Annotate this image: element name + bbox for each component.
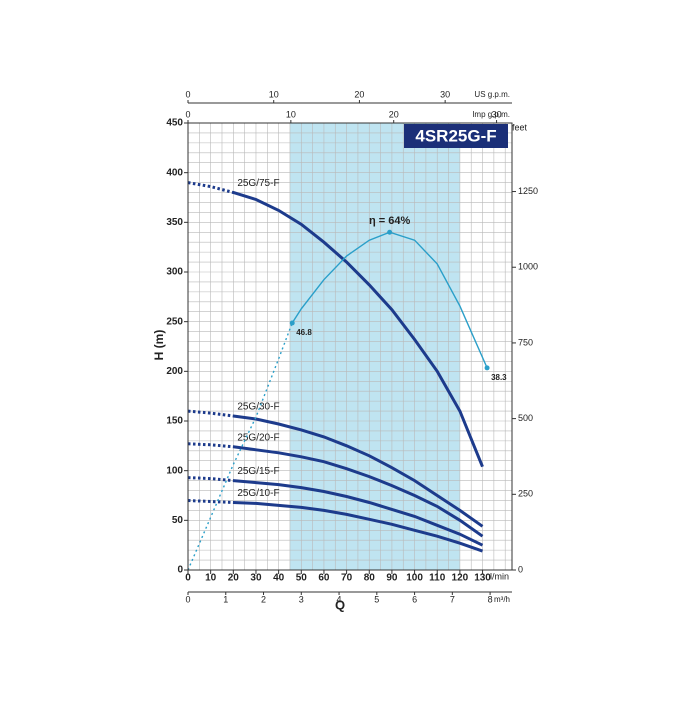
data-point xyxy=(484,365,490,371)
x-tick-label: 40 xyxy=(273,573,285,584)
chart-title: 4SR25G-F xyxy=(415,126,496,145)
data-label: 46.8 xyxy=(296,328,312,337)
curve-line xyxy=(187,499,483,553)
y-tick-label: 400 xyxy=(166,167,183,178)
extra-axis-tick-label: 8 xyxy=(488,594,493,604)
series-label: 25G/10-F xyxy=(237,488,279,499)
y2-tick-label: 250 xyxy=(518,489,533,499)
series-label: 25G/75-F xyxy=(237,178,279,189)
y-tick-label: 0 xyxy=(177,565,183,576)
x-tick-label: 50 xyxy=(296,573,308,584)
y2-tick-label: 750 xyxy=(518,337,533,347)
y-tick-label: 350 xyxy=(166,217,183,228)
data-label: η = 64% xyxy=(369,215,410,227)
x-tick-label: 70 xyxy=(341,573,353,584)
extra-axis-tick-label: 20 xyxy=(389,109,399,119)
extra-axis-tick-label: 10 xyxy=(269,89,279,99)
y2-tick-label: 500 xyxy=(518,413,533,423)
y-tick-label: 50 xyxy=(172,515,184,526)
extra-axis-tick-label: 7 xyxy=(450,594,455,604)
y-tick-label: 200 xyxy=(166,366,183,377)
extra-axis-tick-label: 6 xyxy=(412,594,417,604)
curve-line xyxy=(187,442,484,538)
x-unit-label: l/min xyxy=(490,571,509,581)
extra-axis-tick-label: 0 xyxy=(185,89,190,99)
curve-line xyxy=(187,181,484,468)
y2-tick-label: 0 xyxy=(518,564,523,574)
x-tick-label: 90 xyxy=(386,573,398,584)
extra-axis-label: US g.p.m. xyxy=(474,90,510,99)
x-tick-label: 120 xyxy=(452,573,469,584)
y-tick-label: 150 xyxy=(166,416,183,427)
series-label: 25G/20-F xyxy=(237,432,279,443)
x-tick-label: 60 xyxy=(318,573,330,584)
x-tick-label: 110 xyxy=(429,573,446,584)
extra-axis-tick-label: 0 xyxy=(185,109,190,119)
extra-axis-tick-label: 10 xyxy=(286,109,296,119)
x-tick-label: 30 xyxy=(250,573,262,584)
extra-axis-tick-label: 3 xyxy=(299,594,304,604)
extra-axis-tick-label: 30 xyxy=(492,109,502,119)
curve-line xyxy=(187,409,484,528)
series-label: 25G/15-F xyxy=(237,466,279,477)
y-tick-label: 250 xyxy=(166,316,183,327)
extra-axis-tick-label: 4 xyxy=(337,594,342,604)
title-box xyxy=(404,124,508,148)
curves: 25G/75-F 25G/30-F 25G/20-F 25G/15-F 25G/10-F… xyxy=(187,178,507,571)
x-tick-label: 0 xyxy=(185,573,191,584)
curve-line xyxy=(187,476,484,547)
data-point xyxy=(289,320,295,326)
shaded-range xyxy=(289,123,460,570)
extra-axis-tick-label: 0 xyxy=(185,594,190,604)
extra-axis-label: m³/h xyxy=(494,595,510,604)
x-tick-label: 130 xyxy=(474,573,491,584)
y-tick-label: 450 xyxy=(166,118,183,129)
y-tick-label: 300 xyxy=(166,267,183,278)
x-tick-label: 20 xyxy=(228,573,240,584)
series-label: 25G/30-F xyxy=(237,402,279,413)
y2-tick-label: 1000 xyxy=(518,262,538,272)
extra-axis-tick-label: 2 xyxy=(261,594,266,604)
y-tick-label: 100 xyxy=(166,465,183,476)
x-axis-label: Q xyxy=(335,597,345,612)
plot-underlay xyxy=(289,123,460,570)
data-label: 38.3 xyxy=(491,373,507,382)
extra-axis-tick-label: 30 xyxy=(440,89,450,99)
data-point xyxy=(387,229,393,235)
x-tick-label: 100 xyxy=(406,573,423,584)
axes: 0 10 20 30 40 50 60 70 80 90 100 110 120 130050100150… xyxy=(166,89,538,604)
extra-axis-tick-label: 20 xyxy=(354,89,364,99)
y2-axis-label: feet xyxy=(512,122,528,132)
curve-line xyxy=(187,231,488,571)
y2-tick-label: 1250 xyxy=(518,186,538,196)
x-tick-label: 10 xyxy=(205,573,217,584)
extra-axis-tick-label: 5 xyxy=(374,594,379,604)
extra-axis-tick-label: 1 xyxy=(223,594,228,604)
extra-axis-label: Imp g.p.m. xyxy=(472,110,510,119)
x-tick-label: 80 xyxy=(364,573,376,584)
y-axis-label: H (m) xyxy=(152,330,166,361)
